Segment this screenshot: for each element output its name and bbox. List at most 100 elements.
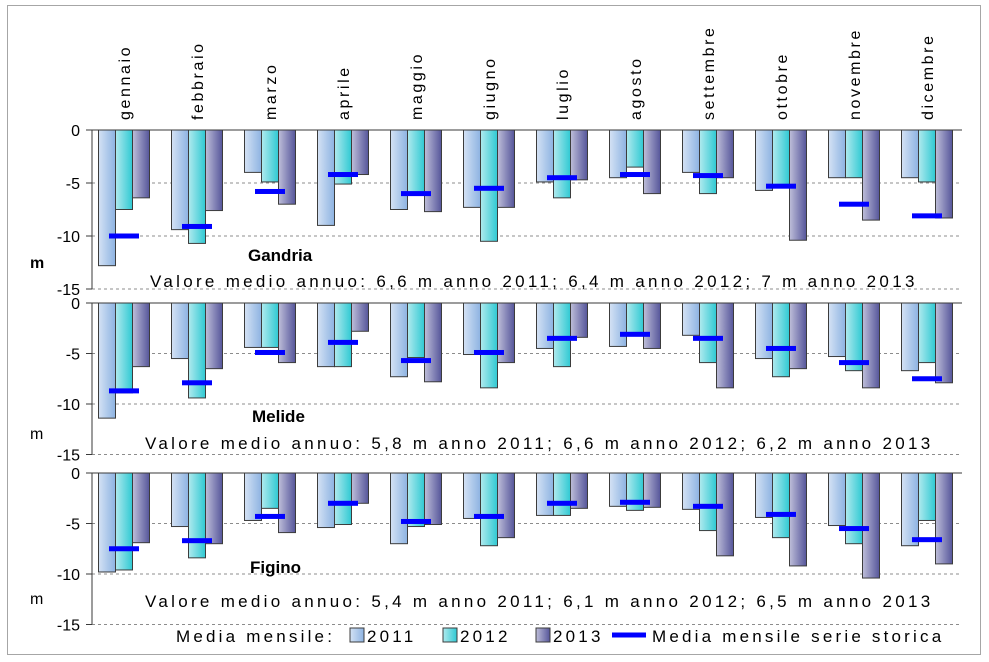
historical-mean-marker-gennaio — [109, 388, 139, 394]
bar-2013-marzo — [278, 472, 296, 534]
legend-title: Media mensile: — [176, 627, 335, 646]
historical-mean-marker-dicembre — [912, 376, 942, 382]
y-tick-label: -5 — [66, 347, 80, 364]
bar-2012-marzo — [261, 129, 279, 183]
annual-mean-caption: Valore medio annuo: 6,6 m anno 2011; 6,4… — [150, 272, 918, 291]
legend-label-2012: 2012 — [460, 627, 511, 646]
y-tick-label: 0 — [71, 296, 80, 313]
historical-mean-marker-ottobre — [766, 511, 796, 517]
bar-2011-maggio — [390, 129, 408, 210]
bar-2011-aprile — [317, 472, 335, 529]
month-label-maggio: maggio — [409, 52, 426, 120]
historical-mean-marker-gennaio — [109, 546, 139, 552]
bar-2013-settembre — [716, 302, 734, 389]
historical-mean-marker-novembre — [839, 360, 869, 366]
bar-2011-febbraio — [171, 472, 189, 528]
bar-2012-gennaio — [115, 302, 133, 394]
bar-2013-maggio — [424, 472, 442, 526]
bar-2011-febbraio — [171, 302, 189, 360]
bar-2013-agosto — [643, 129, 661, 195]
bar-2012-settembre — [699, 472, 717, 532]
historical-mean-marker-giugno — [474, 349, 504, 355]
historical-mean-marker-ottobre — [766, 183, 796, 189]
bar-2012-novembre — [845, 472, 863, 545]
month-labels: gennaio febbraio marzo aprile maggio giugno lu… — [117, 25, 937, 120]
bar-2012-gennaio — [115, 129, 133, 210]
bar-2011-novembre — [828, 302, 846, 358]
bar-2011-gennaio — [98, 472, 116, 573]
historical-mean-marker-settembre — [693, 503, 723, 509]
bar-2013-agosto — [643, 302, 661, 349]
bar-2013-maggio — [424, 129, 442, 213]
bar-2013-gennaio — [132, 129, 150, 199]
bar-2013-aprile — [351, 302, 369, 332]
bar-2013-maggio — [424, 302, 442, 383]
bar-2012-luglio — [553, 129, 571, 199]
bar-2011-settembre — [682, 129, 700, 173]
bar-2011-novembre — [828, 472, 846, 527]
bar-2012-dicembre — [918, 472, 936, 521]
bar-2012-giugno — [480, 302, 498, 389]
legend-label-2013: 2013 — [553, 627, 604, 646]
y-axis-label: m — [30, 426, 43, 443]
annual-mean-caption: Valore medio annuo: 5,8 m anno 2011; 6,6… — [145, 434, 933, 453]
bar-2012-dicembre — [918, 129, 936, 183]
bar-2013-luglio — [570, 129, 588, 181]
bar-2012-marzo — [261, 302, 279, 348]
bar-2013-dicembre — [935, 302, 953, 384]
bar-2012-settembre — [699, 302, 717, 364]
bar-2012-settembre — [699, 129, 717, 195]
month-label-luglio: luglio — [555, 67, 572, 120]
month-label-aprile: aprile — [336, 65, 353, 120]
historical-mean-marker-dicembre — [912, 537, 942, 543]
bar-2012-aprile — [334, 302, 352, 368]
y-tick-label: 0 — [71, 123, 80, 140]
bar-2012-marzo — [261, 472, 279, 509]
legend-swatch-2011 — [349, 627, 365, 643]
historical-mean-marker-ottobre — [766, 345, 796, 351]
bar-2013-dicembre — [935, 129, 953, 219]
bar-2013-dicembre — [935, 472, 953, 565]
y-axis-label: m — [30, 255, 44, 272]
annual-mean-caption: Valore medio annuo: 5,4 m anno 2011; 6,1… — [145, 592, 933, 611]
bar-2011-dicembre — [901, 472, 919, 547]
bar-2011-luglio — [536, 302, 554, 349]
bar-2013-febbraio — [205, 129, 223, 212]
panel-melide: 0 -5 -10 -15 m Melide Valore medio annuo: 5,8 … — [30, 296, 962, 465]
y-tick-label: -10 — [57, 567, 80, 584]
bar-2013-febbraio — [205, 472, 223, 545]
historical-mean-marker-marzo — [255, 349, 285, 355]
month-label-gennaio: gennaio — [117, 45, 134, 120]
bar-2012-agosto — [626, 302, 644, 334]
historical-mean-marker-maggio — [401, 358, 431, 364]
bar-2013-novembre — [862, 472, 880, 579]
bar-2012-ottobre — [772, 302, 790, 378]
bar-2011-dicembre — [901, 302, 919, 372]
bar-2012-ottobre — [772, 472, 790, 539]
bar-2012-luglio — [553, 302, 571, 368]
bar-2012-aprile — [334, 472, 352, 526]
historical-mean-marker-aprile — [328, 500, 358, 506]
month-label-giugno: giugno — [482, 56, 499, 120]
historical-mean-marker-luglio — [547, 335, 577, 341]
month-label-agosto: agosto — [628, 56, 645, 120]
historical-mean-marker-agosto — [620, 499, 650, 505]
bar-2013-gennaio — [132, 472, 150, 544]
bar-2011-maggio — [390, 472, 408, 545]
month-label-novembre: novembre — [847, 28, 864, 120]
bar-2011-luglio — [536, 129, 554, 183]
month-label-marzo: marzo — [263, 63, 280, 120]
bar-2013-febbraio — [205, 302, 223, 370]
bar-2011-dicembre — [901, 129, 919, 179]
bar-2013-novembre — [862, 302, 880, 389]
historical-mean-marker-giugno — [474, 185, 504, 191]
bar-2013-ottobre — [789, 472, 807, 567]
y-tick-label: -15 — [57, 282, 80, 299]
bar-2012-gennaio — [115, 472, 133, 571]
y-tick-label: -15 — [57, 618, 80, 635]
historical-mean-marker-marzo — [255, 513, 285, 519]
panel-title: Gandria — [248, 246, 313, 265]
bar-2012-febbraio — [188, 472, 206, 559]
bar-2011-aprile — [317, 302, 335, 368]
